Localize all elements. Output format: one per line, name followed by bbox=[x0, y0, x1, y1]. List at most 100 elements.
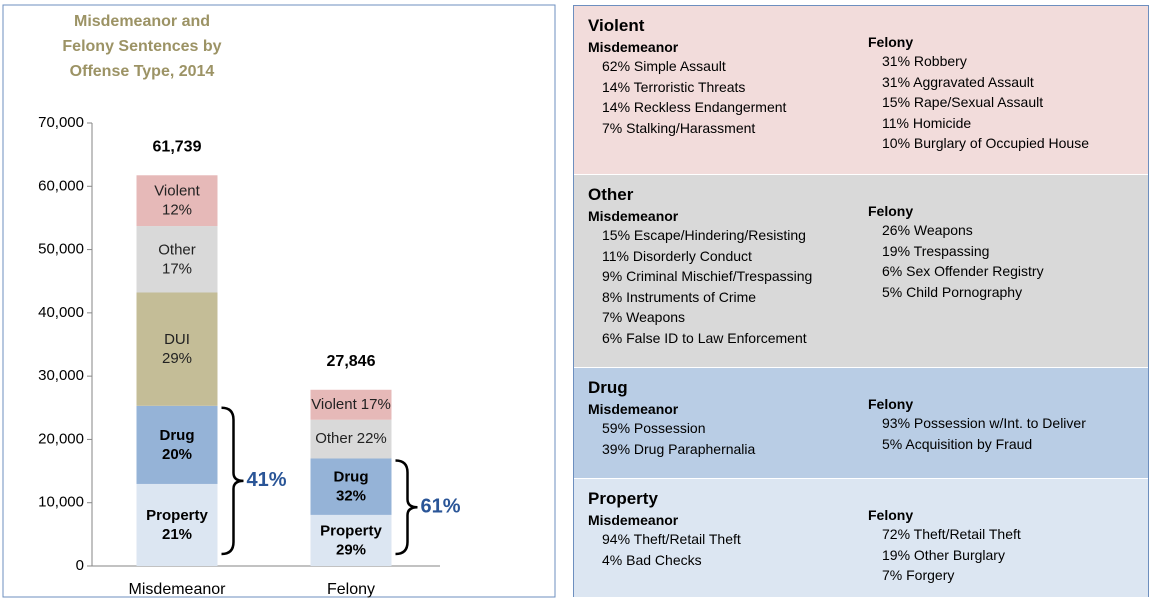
segment-value: 17% bbox=[361, 396, 391, 413]
column-heading: Misdemeanor bbox=[588, 39, 679, 55]
chart-title: Felony Sentences by bbox=[62, 38, 221, 55]
x-tick-label: Misdemeanor bbox=[129, 581, 227, 598]
segment-name: DUI bbox=[164, 331, 190, 348]
segment-label: Drug 20% bbox=[160, 427, 195, 463]
column-heading: Felony bbox=[868, 203, 914, 219]
column: Misdemeanor 15% Escape/Hindering/Resistin… bbox=[588, 208, 812, 348]
y-tick-label: 20,000 bbox=[38, 430, 84, 447]
bar-segment bbox=[136, 483, 218, 566]
chart-title: Misdemeanor and bbox=[74, 13, 210, 30]
list-item: 39% Drug Paraphernalia bbox=[602, 440, 756, 457]
section: Drug Misdemeanor 59% Possession 39% Drug Pa… bbox=[574, 368, 1148, 479]
y-tick-label: 60,000 bbox=[38, 177, 84, 194]
bar-segment bbox=[136, 175, 218, 227]
list-item: 11% Disorderly Conduct bbox=[602, 247, 752, 264]
list-item: 94% Theft/Retail Theft bbox=[602, 531, 741, 547]
list-item: 14% Reckless Endangerment bbox=[602, 99, 787, 115]
column: Misdemeanor 94% Theft/Retail Theft 4% Bad … bbox=[588, 512, 741, 570]
column-heading: Felony bbox=[868, 507, 914, 523]
segment-label: Other 22% bbox=[315, 430, 387, 447]
bracket-label: 61% bbox=[421, 496, 461, 518]
segment-name: Property bbox=[320, 522, 382, 539]
segment-value: 17% bbox=[162, 260, 192, 277]
segment-name: Violent bbox=[154, 183, 200, 200]
column-heading: Misdemeanor bbox=[588, 401, 679, 417]
list-item: 11% Homicide bbox=[882, 114, 972, 131]
chart-frame bbox=[2, 4, 556, 598]
list-item: 6% False ID to Law Enforcement bbox=[602, 329, 807, 346]
column-heading: Misdemeanor bbox=[588, 512, 679, 528]
y-tick-label: 30,000 bbox=[38, 367, 84, 384]
segment-label: Drug 32% bbox=[334, 469, 369, 505]
list-item: 62% Simple Assault bbox=[602, 58, 726, 74]
section-title: Other bbox=[588, 185, 634, 204]
list-item: 19% Other Burglary bbox=[882, 546, 1005, 563]
list-item: 26% Weapons bbox=[882, 222, 973, 238]
bracket-label: 41% bbox=[247, 469, 287, 491]
segment-label: DUI 29% bbox=[162, 331, 192, 367]
section-title: Property bbox=[588, 489, 658, 508]
segment-value: 21% bbox=[162, 526, 192, 543]
chart: Misdemeanor and Felony Sentences by Offens… bbox=[2, 4, 556, 598]
total-label: 27,846 bbox=[327, 353, 376, 370]
column: Felony 26% Weapons 19% Trespassing 6% Sex O… bbox=[868, 203, 1044, 302]
bar-segment bbox=[310, 389, 392, 420]
list-item: 6% Sex Offender Registry bbox=[882, 263, 1044, 279]
list-item: 5% Acquisition by Fraud bbox=[882, 435, 1033, 452]
list-item: 72% Theft/Retail Theft bbox=[882, 526, 1021, 542]
list-item: 15% Escape/Hindering/Resisting bbox=[602, 227, 806, 243]
section: Violent Misdemeanor 62% Simple Assault 14% … bbox=[574, 6, 1148, 175]
section-title: Violent bbox=[588, 16, 645, 35]
column: Misdemeanor 62% Simple Assault 14% Terrori… bbox=[588, 39, 786, 138]
bracket bbox=[395, 459, 418, 556]
column-heading: Felony bbox=[868, 396, 914, 412]
segment-value: 29% bbox=[162, 350, 192, 367]
list-item: 19% Trespassing bbox=[882, 242, 990, 259]
list-item: 8% Instruments of Crime bbox=[602, 288, 757, 305]
segment-name: Drug bbox=[334, 469, 369, 486]
bracket bbox=[221, 406, 244, 556]
segment-value: 29% bbox=[336, 541, 366, 558]
list-item: 14% Terroristic Threats bbox=[602, 78, 746, 95]
bar-segment bbox=[310, 458, 392, 515]
segment-label: Property 29% bbox=[320, 522, 382, 558]
bar-segment bbox=[310, 419, 392, 459]
bar-segment bbox=[136, 226, 218, 293]
segment-label: Property 21% bbox=[146, 507, 208, 543]
list-item: 7% Forgery bbox=[882, 567, 955, 583]
detail-panel: Violent Misdemeanor 62% Simple Assault 14% … bbox=[573, 5, 1149, 598]
segment-name: Other bbox=[315, 430, 353, 447]
column-heading: Misdemeanor bbox=[588, 208, 679, 224]
column: Felony 72% Theft/Retail Theft 19% Other Bu… bbox=[868, 507, 1021, 586]
section-title: Drug bbox=[588, 378, 628, 397]
segment-label: Violent 17% bbox=[311, 396, 391, 413]
list-item: 7% Weapons bbox=[602, 309, 686, 325]
y-tick-label: 0 bbox=[76, 557, 84, 574]
list-item: 31% Robbery bbox=[882, 53, 967, 69]
segment-value: 20% bbox=[162, 446, 192, 463]
x-tick-label: Felony bbox=[327, 581, 375, 598]
section: Other Misdemeanor 15% Escape/Hindering/Res… bbox=[574, 175, 1148, 368]
bar-segment bbox=[136, 292, 218, 406]
segment-name: Other bbox=[158, 241, 196, 258]
chart-title: Offense Type, 2014 bbox=[70, 63, 215, 80]
segment-label: Violent 12% bbox=[154, 183, 200, 219]
list-item: 10% Burglary of Occupied House bbox=[882, 135, 1089, 151]
y-tick-label: 40,000 bbox=[38, 304, 84, 321]
list-item: 15% Rape/Sexual Assault bbox=[882, 94, 1044, 110]
list-item: 31% Aggravated Assault bbox=[882, 73, 1034, 90]
bar-segment bbox=[136, 405, 218, 484]
segment-name: Drug bbox=[160, 427, 195, 444]
segment-name: Property bbox=[146, 507, 208, 524]
list-item: 4% Bad Checks bbox=[602, 551, 702, 568]
segment-label: Other 17% bbox=[158, 241, 196, 277]
list-item: 9% Criminal Mischief/Trespassing bbox=[602, 268, 813, 284]
column-heading: Felony bbox=[868, 34, 914, 50]
segment-value: 22% bbox=[357, 430, 387, 447]
column: Misdemeanor 59% Possession 39% Drug Paraph… bbox=[588, 401, 755, 459]
list-item: 5% Child Pornography bbox=[882, 283, 1023, 300]
bar-segment bbox=[310, 514, 392, 566]
y-tick-label: 50,000 bbox=[38, 241, 84, 258]
column: Felony 93% Possession w/Int. to Deliver 5%… bbox=[868, 396, 1086, 454]
